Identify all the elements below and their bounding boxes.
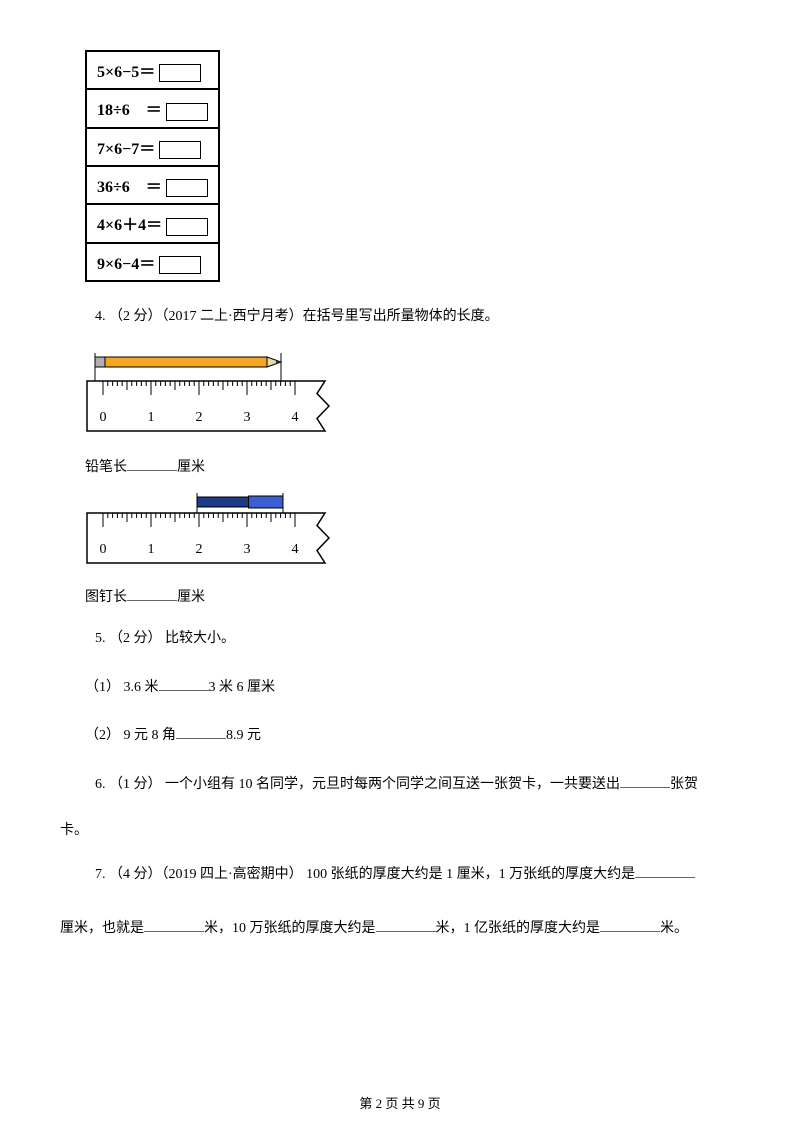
equation-expr: 36÷6 ＝ [97,179,162,196]
blank-q7-4[interactable] [600,918,660,932]
equation-row: 36÷6 ＝ [86,166,219,204]
pin-label-a: 图钉长 [85,590,127,605]
pin-answer-line: 图钉长 厘米 [85,586,740,606]
answer-box[interactable] [159,64,201,82]
q6-text: 6. （1 分） 一个小组有 10 名同学，元旦时每两个同学之间互送一张贺卡，一… [95,770,740,801]
svg-text:2: 2 [196,542,203,557]
answer-box[interactable] [159,256,201,274]
q5-2a: （2） 9 元 8 角 [85,728,176,743]
q7-e: 米。 [660,921,688,936]
equation-expr: 4×6＋4＝ [97,217,162,234]
q5-item2: （2） 9 元 8 角 8.9 元 [85,721,740,752]
equation-table: 5×6−5＝ 18÷6 ＝ 7×6−7＝ 36÷6 ＝ 4×6＋4＝ 9×6−4＝ [85,50,220,282]
ruler-pin: 0 1 2 3 4 [85,491,740,571]
pencil-answer-line: 铅笔长 厘米 [85,456,740,476]
blank-q7-3[interactable] [376,918,436,932]
q6-b: 张贺 [670,777,698,792]
blank-q7-2[interactable] [144,918,204,932]
answer-box[interactable] [159,141,201,159]
svg-text:1: 1 [148,410,155,425]
equation-row: 4×6＋4＝ [86,204,219,242]
equation-expr: 5×6−5＝ [97,64,155,81]
svg-text:0: 0 [100,542,107,557]
q7-c: 米，10 万张纸的厚度大约是 [204,921,376,936]
pin-label-b: 厘米 [177,590,205,605]
blank-pin[interactable] [127,587,177,601]
q5-item1: （1） 3.6 米 3 米 6 厘米 [85,673,740,704]
q4-text: 4. （2 分）（2017 二上·西宁月考）在括号里写出所量物体的长度。 [95,302,740,333]
q6-a: 6. （1 分） 一个小组有 10 名同学，元旦时每两个同学之间互送一张贺卡，一… [95,777,620,792]
q7-a: 7. （4 分）（2019 四上·高密期中） 100 张纸的厚度大约是 1 厘米… [95,867,635,882]
svg-text:4: 4 [292,410,299,425]
blank-pencil[interactable] [127,457,177,471]
blank-q7-1[interactable] [635,864,695,878]
equation-row: 5×6−5＝ [86,51,219,89]
equation-expr: 7×6−7＝ [97,141,155,158]
svg-text:1: 1 [148,542,155,557]
answer-box[interactable] [166,179,208,197]
svg-text:3: 3 [244,542,251,557]
q6-line2: 卡。 [60,819,740,839]
q7-b: 厘米，也就是 [60,921,144,936]
q7-text: 7. （4 分）（2019 四上·高密期中） 100 张纸的厚度大约是 1 厘米… [95,857,740,893]
svg-text:4: 4 [292,542,299,557]
answer-box[interactable] [166,218,208,236]
svg-text:3: 3 [244,410,251,425]
q5-2b: 8.9 元 [226,728,261,743]
q5-1b: 3 米 6 厘米 [209,680,276,695]
page-footer: 第 2 页 共 9 页 [0,1093,800,1112]
blank-q5-2[interactable] [176,725,226,739]
equation-row: 9×6−4＝ [86,243,219,281]
equation-expr: 9×6−4＝ [97,256,155,273]
q7-line2: 厘米，也就是 米，10 万张纸的厚度大约是 米，1 亿张纸的厚度大约是 米。 [60,911,740,947]
equation-row: 7×6−7＝ [86,128,219,166]
q7-d: 米，1 亿张纸的厚度大约是 [436,921,601,936]
equation-expr: 18÷6 ＝ [97,102,162,119]
svg-text:0: 0 [100,410,107,425]
ruler-pencil: 0 1 2 3 4 [85,351,740,441]
pencil-label-b: 厘米 [177,460,205,475]
q5-1a: （1） 3.6 米 [85,680,159,695]
blank-q5-1[interactable] [159,677,209,691]
pencil-label-a: 铅笔长 [85,460,127,475]
equation-row: 18÷6 ＝ [86,89,219,127]
svg-text:2: 2 [196,410,203,425]
blank-q6[interactable] [620,774,670,788]
q5-text: 5. （2 分） 比较大小。 [95,624,740,655]
answer-box[interactable] [166,103,208,121]
